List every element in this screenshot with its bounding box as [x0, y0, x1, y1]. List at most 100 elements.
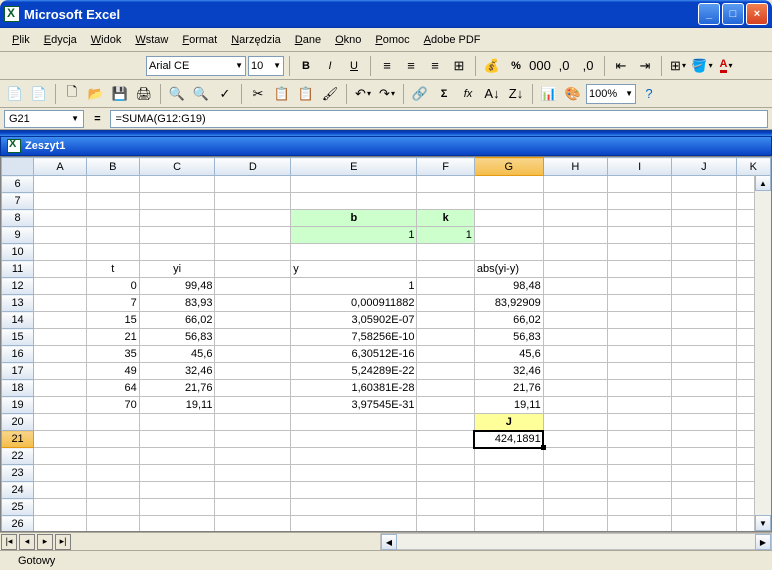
cell-A26[interactable] [34, 516, 87, 533]
drawing-button[interactable]: 🎨 [562, 83, 584, 105]
cell-H6[interactable] [543, 176, 607, 193]
cell-E26[interactable] [291, 516, 417, 533]
cell-H22[interactable] [543, 448, 607, 465]
cell-J6[interactable] [672, 176, 736, 193]
cell-C26[interactable] [139, 516, 215, 533]
cell-I11[interactable] [607, 261, 671, 278]
copy-button[interactable]: 📋 [271, 83, 293, 105]
cell-B19[interactable]: 70 [86, 397, 139, 414]
function-button[interactable]: fx [457, 83, 479, 105]
cell-H23[interactable] [543, 465, 607, 482]
cell-D10[interactable] [215, 244, 291, 261]
cell-A8[interactable] [34, 210, 87, 227]
cell-H8[interactable] [543, 210, 607, 227]
cell-G20[interactable]: J [474, 414, 543, 431]
cell-D13[interactable] [215, 295, 291, 312]
cell-I7[interactable] [607, 193, 671, 210]
cell-J25[interactable] [672, 499, 736, 516]
cell-G13[interactable]: 83,92909 [474, 295, 543, 312]
help-button[interactable]: ? [638, 83, 660, 105]
cell-I24[interactable] [607, 482, 671, 499]
cell-D16[interactable] [215, 346, 291, 363]
cell-J14[interactable] [672, 312, 736, 329]
cell-I8[interactable] [607, 210, 671, 227]
underline-button[interactable]: U [343, 55, 365, 77]
cell-C17[interactable]: 32,46 [139, 363, 215, 380]
cell-E22[interactable] [291, 448, 417, 465]
cell-C15[interactable]: 56,83 [139, 329, 215, 346]
cell-A13[interactable] [34, 295, 87, 312]
cell-H14[interactable] [543, 312, 607, 329]
row-header-12[interactable]: 12 [2, 278, 34, 295]
cell-A12[interactable] [34, 278, 87, 295]
search-button[interactable]: 🔍 [190, 83, 212, 105]
cell-F9[interactable]: 1 [417, 227, 474, 244]
cell-A18[interactable] [34, 380, 87, 397]
cell-J15[interactable] [672, 329, 736, 346]
cell-E23[interactable] [291, 465, 417, 482]
cell-F25[interactable] [417, 499, 474, 516]
percent-button[interactable]: % [505, 55, 527, 77]
row-header-16[interactable]: 16 [2, 346, 34, 363]
zoom-selector[interactable]: 100%▼ [586, 84, 636, 104]
col-header-G[interactable]: G [474, 158, 543, 176]
cell-G26[interactable] [474, 516, 543, 533]
cell-J26[interactable] [672, 516, 736, 533]
cell-J7[interactable] [672, 193, 736, 210]
cell-C8[interactable] [139, 210, 215, 227]
bold-button[interactable]: B [295, 55, 317, 77]
row-header-14[interactable]: 14 [2, 312, 34, 329]
cell-D19[interactable] [215, 397, 291, 414]
cell-G12[interactable]: 98,48 [474, 278, 543, 295]
cell-D18[interactable] [215, 380, 291, 397]
cell-B25[interactable] [86, 499, 139, 516]
row-header-25[interactable]: 25 [2, 499, 34, 516]
menu-okno[interactable]: Okno [329, 32, 367, 48]
cell-C7[interactable] [139, 193, 215, 210]
cell-C16[interactable]: 45,6 [139, 346, 215, 363]
cell-D20[interactable] [215, 414, 291, 431]
cell-D12[interactable] [215, 278, 291, 295]
cell-A23[interactable] [34, 465, 87, 482]
cell-I16[interactable] [607, 346, 671, 363]
col-header-A[interactable]: A [34, 158, 87, 176]
cell-F6[interactable] [417, 176, 474, 193]
cell-H26[interactable] [543, 516, 607, 533]
cell-F13[interactable] [417, 295, 474, 312]
row-header-23[interactable]: 23 [2, 465, 34, 482]
cell-E10[interactable] [291, 244, 417, 261]
cell-F24[interactable] [417, 482, 474, 499]
cell-F12[interactable] [417, 278, 474, 295]
cell-F19[interactable] [417, 397, 474, 414]
cell-I9[interactable] [607, 227, 671, 244]
col-header-K[interactable]: K [736, 158, 771, 176]
row-header-8[interactable]: 8 [2, 210, 34, 227]
cell-H19[interactable] [543, 397, 607, 414]
cell-C11[interactable]: yi [139, 261, 215, 278]
align-right-button[interactable]: ≡ [424, 55, 446, 77]
cell-F22[interactable] [417, 448, 474, 465]
cell-A10[interactable] [34, 244, 87, 261]
align-center-button[interactable]: ≡ [400, 55, 422, 77]
increase-decimal-button[interactable]: ,0 [553, 55, 575, 77]
row-header-20[interactable]: 20 [2, 414, 34, 431]
close-button[interactable]: × [746, 3, 768, 25]
cell-I17[interactable] [607, 363, 671, 380]
cell-E17[interactable]: 5,24289E-22 [291, 363, 417, 380]
cell-F16[interactable] [417, 346, 474, 363]
horizontal-scrollbar[interactable]: ◀ ▶ [380, 533, 772, 550]
thousands-button[interactable]: 000 [529, 55, 551, 77]
menu-dane[interactable]: Dane [289, 32, 327, 48]
col-header-I[interactable]: I [607, 158, 671, 176]
merge-button[interactable]: ⊞ [448, 55, 470, 77]
col-header-B[interactable]: B [86, 158, 139, 176]
cell-A20[interactable] [34, 414, 87, 431]
cell-F18[interactable] [417, 380, 474, 397]
decrease-indent-button[interactable]: ⇤ [610, 55, 632, 77]
cell-E20[interactable] [291, 414, 417, 431]
cell-F15[interactable] [417, 329, 474, 346]
cell-A9[interactable] [34, 227, 87, 244]
cell-G10[interactable] [474, 244, 543, 261]
cell-I6[interactable] [607, 176, 671, 193]
cell-A25[interactable] [34, 499, 87, 516]
